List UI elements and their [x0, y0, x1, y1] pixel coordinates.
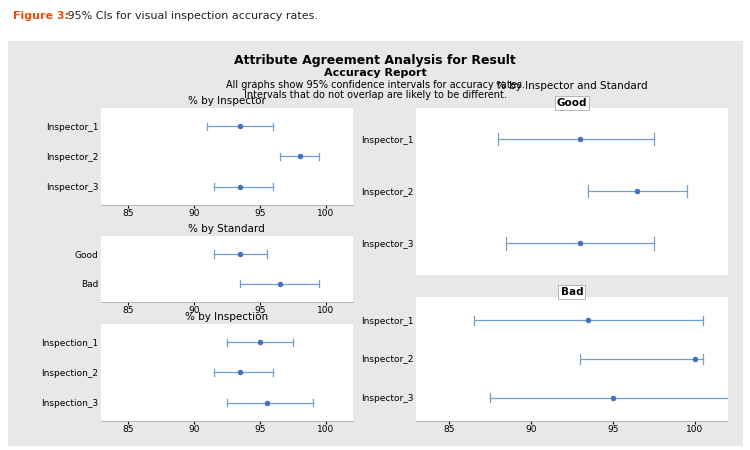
Text: Good: Good — [556, 98, 587, 108]
Title: % by Inspector: % by Inspector — [188, 96, 266, 106]
Text: Figure 3:: Figure 3: — [13, 11, 70, 21]
Text: Attribute Agreement Analysis for Result: Attribute Agreement Analysis for Result — [234, 54, 516, 67]
Title: % by Standard: % by Standard — [188, 224, 266, 234]
Text: Accuracy Report: Accuracy Report — [324, 68, 426, 77]
Text: 95% CIs for visual inspection accuracy rates.: 95% CIs for visual inspection accuracy r… — [64, 11, 319, 21]
Text: Bad: Bad — [560, 287, 584, 297]
Text: All graphs show 95% confidence intervals for accuracy rates.: All graphs show 95% confidence intervals… — [226, 80, 524, 90]
Title: % by Inspector and Standard: % by Inspector and Standard — [496, 81, 648, 90]
Text: Intervals that do not overlap are likely to be different.: Intervals that do not overlap are likely… — [244, 90, 506, 100]
Title: % by Inspection: % by Inspection — [185, 312, 268, 322]
